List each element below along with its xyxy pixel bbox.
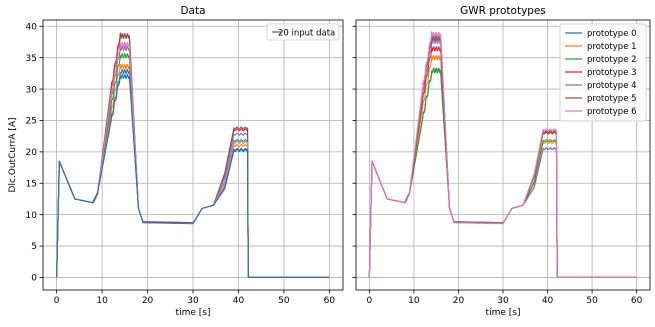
panel-title: GWR prototypes (460, 5, 546, 17)
legend-label-6: prototype 6 (587, 107, 637, 117)
y-tick-label: 10 (26, 211, 38, 221)
x-tick-label: 30 (497, 296, 509, 306)
y-tick-label: 25 (26, 117, 37, 127)
legend-label-2: prototype 2 (587, 55, 637, 65)
x-tick-label: 30 (187, 296, 199, 306)
x-tick-label: 40 (233, 296, 245, 306)
x-axis-title: time [s] (176, 308, 211, 318)
x-tick-label: 10 (96, 296, 108, 306)
x-tick-label: 60 (631, 296, 643, 306)
y-tick-label: 20 (26, 148, 38, 158)
x-tick-label: 40 (542, 296, 554, 306)
x-tick-label: 20 (453, 296, 465, 306)
x-tick-label: 10 (408, 296, 420, 306)
legend-label: 20 input data (278, 28, 335, 38)
legend-label-3: prototype 3 (587, 68, 637, 78)
y-tick-label: 0 (31, 274, 37, 284)
series-lines (368, 31, 637, 278)
panel-data: 0 10 20 30 40 50 60 0 5 10 15 20 25 30 35 40 Data time [s… (8, 5, 344, 318)
y-tick-label: 5 (31, 242, 37, 252)
y-tick-label: 15 (26, 179, 37, 189)
legend-label-4: prototype 4 (587, 81, 637, 91)
x-axis-title: time [s] (486, 308, 521, 318)
legend: prototype 0 prototype 1 prototype 2 prototy… (559, 23, 647, 122)
legend-box (266, 23, 340, 41)
panel-title: Data (180, 5, 205, 17)
legend-box (559, 23, 647, 122)
x-tick-label: 0 (54, 296, 60, 306)
x-tick-label: 50 (278, 296, 290, 306)
legend: 20 input data (266, 23, 340, 41)
series-line-6 (368, 31, 637, 278)
y-tick-label: 40 (26, 22, 38, 32)
y-axis-title: Dlc.OutCurrA [A] (8, 118, 18, 193)
legend-label-1: prototype 1 (587, 42, 637, 52)
series-line-7 (56, 73, 329, 278)
legend-label-5: prototype 5 (587, 94, 637, 104)
x-tick-label: 20 (142, 296, 154, 306)
panel-gwr-prototypes: 0 10 20 30 40 50 60 GWR prototypes time [s] proto… (352, 5, 651, 318)
y-tick-label: 35 (26, 54, 37, 64)
legend-label-0: prototype 0 (587, 29, 637, 39)
y-tick-label: 30 (26, 85, 38, 95)
x-tick-label: 60 (324, 296, 336, 306)
x-tick-label: 0 (366, 296, 372, 306)
series-lines (56, 32, 329, 278)
x-tick-label: 50 (586, 296, 598, 306)
